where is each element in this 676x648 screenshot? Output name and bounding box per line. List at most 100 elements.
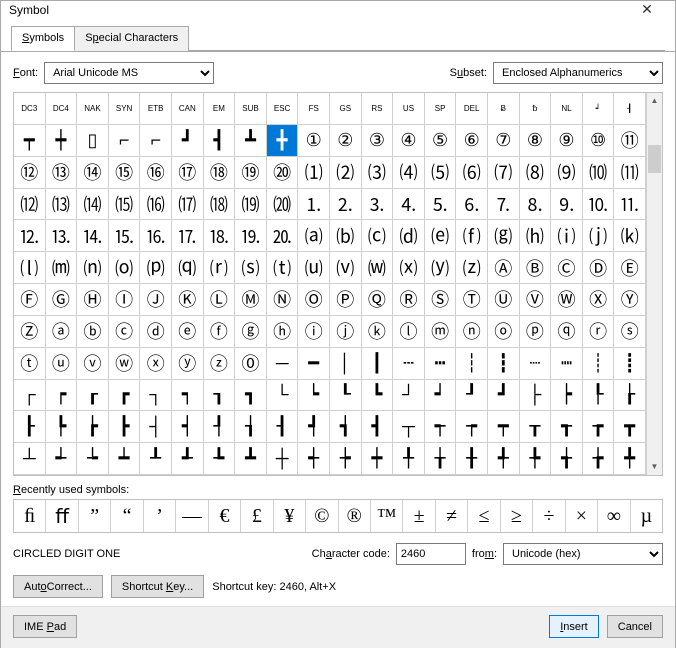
symbol-cell[interactable]: ⑺: [488, 157, 520, 189]
symbol-cell[interactable]: ┉: [551, 348, 583, 380]
symbol-cell[interactable]: ⒔: [46, 220, 78, 252]
symbol-cell[interactable]: ⒕: [77, 220, 109, 252]
symbol-cell[interactable]: Ⓚ: [172, 284, 204, 316]
symbol-cell[interactable]: ┧: [235, 411, 267, 443]
symbol-cell[interactable]: ⌐: [140, 125, 172, 157]
symbol-cell[interactable]: ┯: [14, 125, 46, 157]
symbol-cell[interactable]: ┕: [298, 380, 330, 412]
symbol-cell[interactable]: ┴: [14, 443, 46, 475]
symbol-cell[interactable]: ⓜ: [425, 316, 457, 348]
insert-button[interactable]: Insert: [549, 615, 599, 638]
recent-symbol-cell[interactable]: ÷: [533, 500, 565, 532]
autocorrect-button[interactable]: AutoCorrect...: [13, 575, 103, 598]
symbol-cell[interactable]: ⒍: [456, 189, 488, 221]
symbol-cell[interactable]: ⑮: [109, 157, 141, 189]
symbol-cell[interactable]: ⓗ: [267, 316, 299, 348]
symbol-cell[interactable]: ┈: [520, 348, 552, 380]
font-select[interactable]: Arial Unicode MS: [44, 62, 214, 84]
symbol-cell[interactable]: ┑: [172, 380, 204, 412]
recent-symbol-cell[interactable]: €: [209, 500, 241, 532]
symbol-cell[interactable]: ─: [267, 348, 299, 380]
symbol-cell[interactable]: ⒪: [109, 252, 141, 284]
symbol-cell[interactable]: ⒗: [140, 220, 172, 252]
symbol-cell[interactable]: Ⓜ: [235, 284, 267, 316]
symbol-cell[interactable]: ┛: [488, 380, 520, 412]
recent-symbol-cell[interactable]: ∞: [598, 500, 630, 532]
symbol-cell[interactable]: ┻: [235, 125, 267, 157]
symbol-cell[interactable]: ┯: [488, 411, 520, 443]
symbol-cell[interactable]: DEL: [456, 93, 488, 125]
symbol-cell[interactable]: ⒬: [172, 252, 204, 284]
symbol-cell[interactable]: ⑶: [362, 157, 394, 189]
symbol-cell[interactable]: ┹: [172, 443, 204, 475]
symbol-cell[interactable]: ┇: [488, 348, 520, 380]
symbol-cell[interactable]: ⒐: [551, 189, 583, 221]
symbol-cell[interactable]: NAK: [77, 93, 109, 125]
symbol-cell[interactable]: ┘: [393, 380, 425, 412]
symbol-cell[interactable]: Ⓨ: [614, 284, 646, 316]
symbol-cell[interactable]: ⒨: [46, 252, 78, 284]
symbol-cell[interactable]: ┟: [614, 380, 646, 412]
symbol-cell[interactable]: Ⓖ: [46, 284, 78, 316]
symbol-cell[interactable]: ┗: [362, 380, 394, 412]
symbol-cell[interactable]: ⓒ: [109, 316, 141, 348]
symbol-cell[interactable]: ⓟ: [520, 316, 552, 348]
symbol-cell[interactable]: ⓤ: [46, 348, 78, 380]
symbol-cell[interactable]: ⓧ: [140, 348, 172, 380]
symbol-cell[interactable]: ⑫: [14, 157, 46, 189]
symbol-cell[interactable]: ⓘ: [298, 316, 330, 348]
symbol-cell[interactable]: EM: [204, 93, 236, 125]
symbol-cell[interactable]: ┨: [267, 411, 299, 443]
symbol-cell[interactable]: ┩: [298, 411, 330, 443]
symbol-cell[interactable]: SYN: [109, 93, 141, 125]
symbol-cell[interactable]: ╁: [425, 443, 457, 475]
symbol-cell[interactable]: ╇: [614, 443, 646, 475]
cancel-button[interactable]: Cancel: [607, 615, 663, 638]
symbol-cell[interactable]: Ⓣ: [456, 284, 488, 316]
recent-symbol-cell[interactable]: ≠: [436, 500, 468, 532]
symbol-cell[interactable]: ⒩: [77, 252, 109, 284]
symbol-cell[interactable]: ⑻: [520, 157, 552, 189]
symbol-cell[interactable]: ⒠: [425, 220, 457, 252]
symbol-cell[interactable]: Ⓓ: [583, 252, 615, 284]
symbol-cell[interactable]: ┠: [14, 411, 46, 443]
symbol-cell[interactable]: ⓓ: [140, 316, 172, 348]
symbol-cell[interactable]: Ⓟ: [330, 284, 362, 316]
symbol-cell[interactable]: ╅: [551, 443, 583, 475]
symbol-cell[interactable]: ⒵: [456, 252, 488, 284]
symbol-cell[interactable]: ⓚ: [362, 316, 394, 348]
symbol-cell[interactable]: Ⓛ: [204, 284, 236, 316]
symbol-cell[interactable]: ⒑: [583, 189, 615, 221]
symbol-cell[interactable]: ⒳: [393, 252, 425, 284]
symbol-cell[interactable]: ┾: [330, 443, 362, 475]
symbol-cell[interactable]: ⑬: [46, 157, 78, 189]
symbol-cell[interactable]: ⑳: [267, 157, 299, 189]
symbol-cell[interactable]: ╋: [267, 125, 299, 157]
symbol-cell[interactable]: ⒭: [204, 252, 236, 284]
symbol-cell[interactable]: Ⓩ: [14, 316, 46, 348]
symbol-cell[interactable]: ⑦: [488, 125, 520, 157]
symbol-cell[interactable]: ⒒: [614, 189, 646, 221]
symbol-cell[interactable]: ┣: [109, 411, 141, 443]
symbol-cell[interactable]: ESC: [267, 93, 299, 125]
symbol-cell[interactable]: ⑵: [330, 157, 362, 189]
symbol-cell[interactable]: ⓕ: [204, 316, 236, 348]
ime-pad-button[interactable]: IME Pad: [13, 615, 77, 638]
symbol-cell[interactable]: ⒈: [298, 189, 330, 221]
symbol-cell[interactable]: ⓩ: [204, 348, 236, 380]
symbol-cell[interactable]: ⒊: [362, 189, 394, 221]
symbol-cell[interactable]: Ⓞ: [298, 284, 330, 316]
symbol-cell[interactable]: ┦: [204, 411, 236, 443]
symbol-cell[interactable]: ┏: [109, 380, 141, 412]
symbol-cell[interactable]: ⑹: [456, 157, 488, 189]
symbol-cell[interactable]: ⑼: [551, 157, 583, 189]
symbol-cell[interactable]: ⒁: [77, 189, 109, 221]
symbol-cell[interactable]: Ⓘ: [109, 284, 141, 316]
symbol-cell[interactable]: ⓪: [235, 348, 267, 380]
symbol-cell[interactable]: ┭: [425, 411, 457, 443]
subset-select[interactable]: Enclosed Alphanumerics: [493, 62, 663, 84]
symbol-cell[interactable]: ┵: [46, 443, 78, 475]
symbol-cell[interactable]: ┞: [583, 380, 615, 412]
symbol-cell[interactable]: ⒥: [583, 220, 615, 252]
symbol-cell[interactable]: ⒅: [204, 189, 236, 221]
